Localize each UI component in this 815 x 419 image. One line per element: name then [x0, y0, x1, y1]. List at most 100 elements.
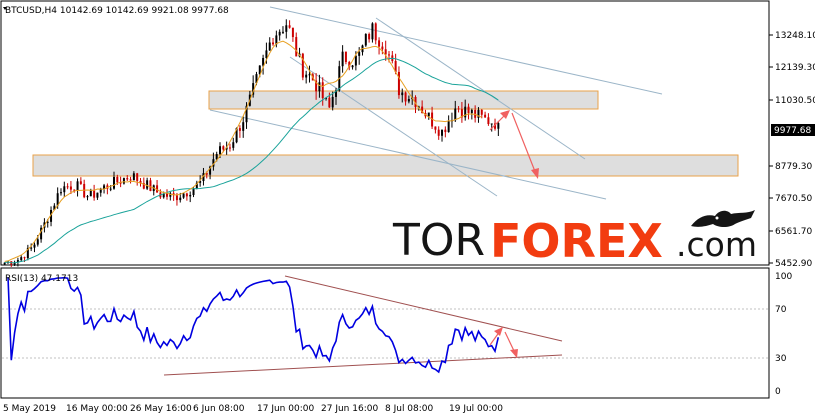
price-tick: 7670.50	[775, 194, 812, 204]
candle-body	[288, 25, 291, 28]
candle-body	[384, 49, 387, 55]
candle-body	[308, 74, 311, 76]
candle-body	[397, 71, 400, 96]
candle-body	[20, 257, 23, 261]
candle-body	[76, 181, 79, 191]
candle-body	[265, 50, 268, 59]
candle-body	[358, 52, 361, 56]
candle-body	[96, 192, 99, 198]
candle-body	[255, 74, 258, 84]
candle-body	[86, 196, 89, 198]
candle-body	[185, 193, 188, 197]
candle-body	[126, 178, 129, 180]
candle-body	[421, 106, 424, 113]
candle-body	[169, 193, 172, 197]
chart-header: BTCUSD,H4 10142.69 10142.69 9921.08 9977…	[5, 6, 229, 16]
trend-line-channel	[289, 56, 498, 197]
rsi-tick: 70	[775, 305, 787, 315]
candle-body	[394, 61, 397, 72]
candle-body	[235, 128, 238, 143]
support-zone	[32, 154, 739, 177]
candle-body	[222, 146, 225, 150]
candle-body	[404, 92, 407, 102]
candle-body	[238, 128, 241, 131]
candle-body	[23, 257, 26, 259]
candle-body	[36, 239, 39, 245]
candle-body	[457, 108, 460, 110]
rsi-axis: 100 70 30 0	[775, 272, 792, 397]
candle-body	[301, 53, 304, 78]
candle-body	[156, 185, 159, 193]
candle-body	[112, 177, 115, 189]
time-tick: 19 Jul 00:00	[449, 404, 503, 414]
trend-line-mid	[375, 17, 586, 160]
candle-body	[30, 247, 33, 249]
candle-body	[278, 31, 281, 36]
candle-body	[344, 51, 347, 62]
candle-body	[252, 83, 255, 95]
candle-body	[182, 193, 185, 198]
time-tick: 6 Jun 08:00	[193, 404, 245, 414]
logo-text-forex: FOREX	[490, 214, 663, 268]
candle-body	[315, 80, 318, 92]
candle-body	[477, 109, 480, 118]
candle-body	[89, 190, 92, 197]
candle-body	[348, 61, 351, 68]
candle-body	[434, 126, 437, 130]
candle-body	[268, 42, 271, 51]
candle-body	[407, 99, 410, 102]
candle-body	[139, 180, 142, 184]
candle-body	[464, 106, 467, 118]
forecast-arrows	[489, 110, 539, 179]
candle-body	[378, 40, 381, 47]
candle-body	[484, 114, 487, 118]
candle-body	[79, 181, 82, 184]
candle-body	[437, 129, 440, 136]
candle-body	[59, 192, 62, 194]
candle-body	[175, 195, 178, 201]
candle-body	[99, 188, 102, 193]
candle-body	[480, 109, 483, 115]
rsi-tick: 100	[775, 272, 792, 282]
rsi-trend-upper	[284, 275, 563, 342]
candle-body	[69, 186, 72, 190]
candle-body	[331, 96, 334, 108]
candle-body	[354, 55, 357, 66]
candle-body	[285, 25, 288, 32]
time-tick: 26 May 16:00	[130, 404, 192, 414]
candle-body	[56, 193, 59, 206]
time-tick: 8 Jul 08:00	[385, 404, 434, 414]
candle-body	[388, 54, 391, 56]
candle-body	[291, 27, 294, 38]
bull-bear-icon	[691, 210, 755, 227]
candle-body	[146, 180, 149, 189]
candle-body	[63, 186, 66, 193]
candle-body	[364, 33, 367, 46]
candle-body	[116, 177, 119, 183]
candle-body	[295, 37, 298, 57]
candle-body	[305, 74, 308, 78]
candle-body	[381, 46, 384, 50]
candle-body	[46, 221, 49, 223]
candle-body	[225, 147, 228, 150]
candle-body	[132, 173, 135, 181]
time-axis: 5 May 2019 16 May 00:00 26 May 16:00 6 J…	[3, 404, 503, 414]
rsi-line	[7, 276, 500, 374]
price-tick: 11030.50	[775, 96, 815, 106]
resistance-zone	[208, 90, 599, 110]
moving-average-slow	[4, 57, 499, 264]
price-tick: 12139.30	[775, 63, 815, 73]
candle-body	[50, 209, 53, 222]
candle-body	[192, 188, 195, 195]
candle-body	[497, 123, 500, 129]
candle-body	[325, 97, 328, 99]
price-tick: 5452.90	[775, 259, 812, 269]
candle-body	[40, 227, 43, 240]
candle-body	[494, 123, 497, 129]
candle-body	[199, 181, 202, 183]
candle-body	[447, 121, 450, 133]
candle-body	[371, 23, 374, 40]
candle-body	[162, 193, 165, 198]
